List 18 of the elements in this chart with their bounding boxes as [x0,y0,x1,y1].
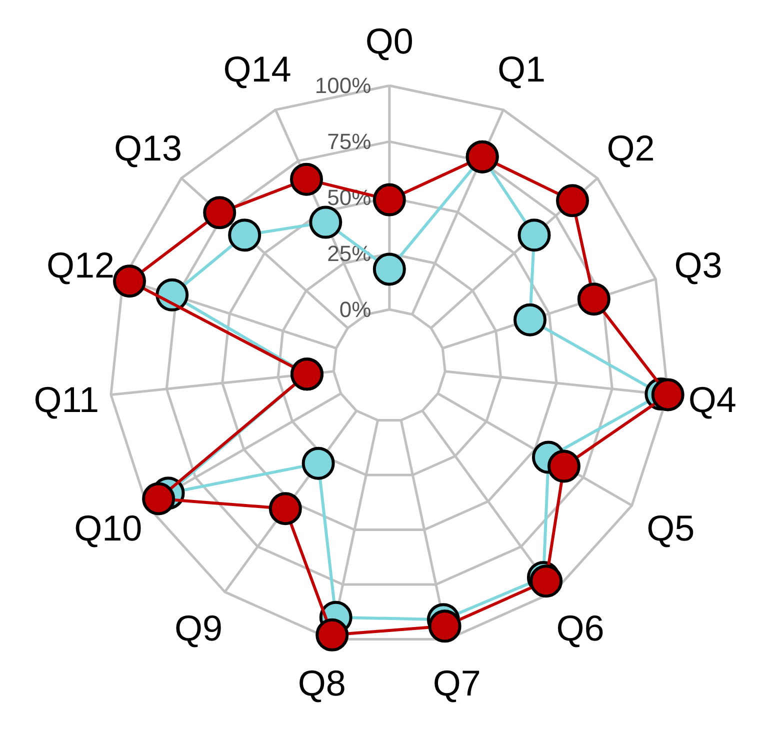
spoke-label: Q2 [606,128,655,169]
y-tick-label: 100% [314,73,372,98]
spoke-label: Q12 [46,244,115,286]
spoke-label: Q11 [34,378,100,420]
spoke-label: Q0 [365,20,414,62]
spoke-label: Q10 [74,507,142,548]
spoke-label: Q14 [223,48,292,90]
spoke-label: Q8 [298,662,346,704]
spoke-label: Q3 [674,244,722,286]
spoke-label: Q4 [688,378,736,420]
spoke-label: Q13 [114,128,182,169]
spoke-label: Q1 [497,48,546,90]
spoke-label: Q5 [646,507,695,548]
y-tick-label: 0% [339,297,372,322]
y-tick-label: 75% [327,129,372,154]
spoke-label: Q9 [174,608,223,649]
spoke-label: Q7 [432,662,481,704]
spoke-label: Q6 [556,608,604,649]
